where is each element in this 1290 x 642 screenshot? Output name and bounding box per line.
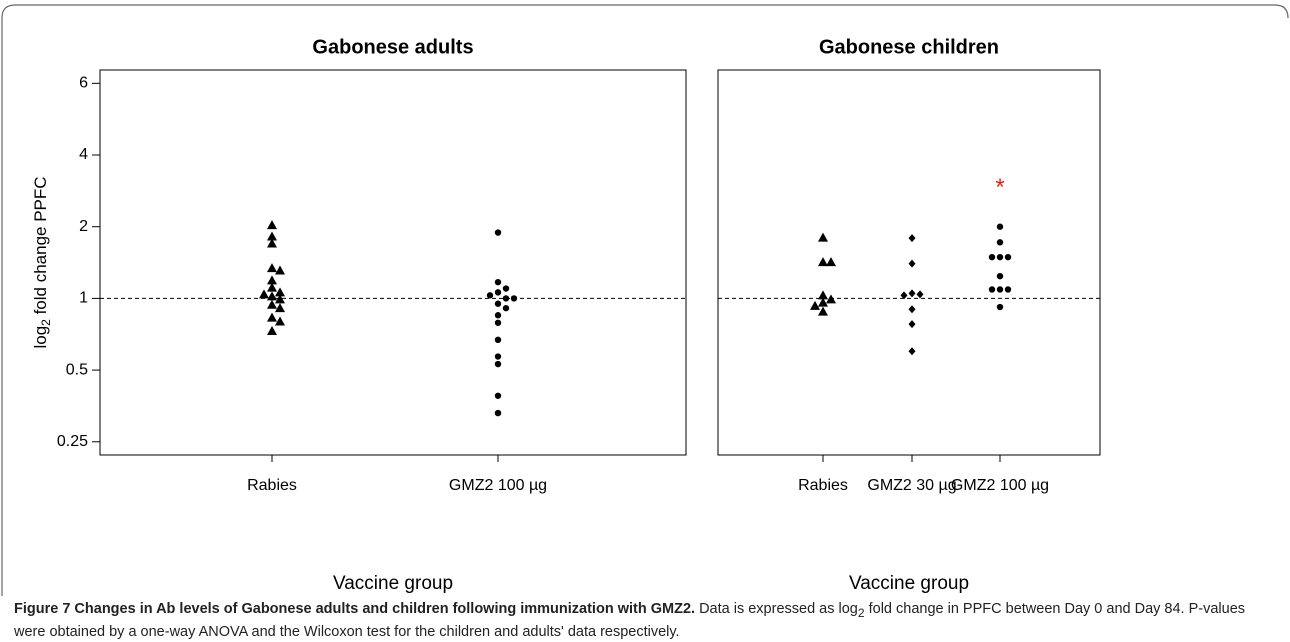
y-tick-label: 4 — [79, 146, 88, 163]
data-point — [267, 238, 277, 248]
data-point — [494, 319, 502, 326]
data-point — [908, 234, 916, 243]
x-tick-label: Rabies — [798, 477, 848, 494]
data-point — [267, 291, 277, 301]
y-tick-label: 6 — [79, 75, 88, 92]
x-tick-label: GMZ2 100 µg — [449, 477, 547, 494]
data-point — [267, 263, 277, 273]
data-point — [916, 290, 924, 299]
data-point — [494, 360, 502, 368]
plot-frame — [717, 69, 1101, 456]
data-point — [900, 291, 908, 300]
data-point — [494, 229, 502, 236]
y-tick-label: 0.5 — [66, 361, 88, 378]
y-axis-label: log2 fold change PPFC — [31, 176, 53, 348]
y-axis-label-part: 2 — [39, 319, 53, 326]
x-tick-label: Rabies — [247, 477, 297, 494]
data-point — [275, 294, 285, 304]
chart-title: Gabonese children — [819, 36, 999, 58]
data-point — [494, 353, 502, 360]
caption-text: Data is expressed as log — [699, 601, 858, 617]
data-point — [267, 312, 277, 322]
data-point — [259, 289, 269, 299]
caption-title: Figure 7 Changes in Ab levels of Gabones… — [14, 601, 696, 617]
data-point — [494, 336, 502, 344]
data-point — [908, 347, 916, 356]
data-point — [908, 320, 916, 329]
data-point — [818, 306, 828, 316]
data-point — [494, 289, 502, 296]
data-point — [267, 275, 277, 285]
caption-sub: 2 — [857, 605, 865, 620]
data-point — [267, 231, 277, 241]
y-tick-label: 0.25 — [57, 433, 88, 450]
data-point — [502, 295, 510, 302]
data-point — [1004, 286, 1012, 293]
data-point — [510, 295, 518, 302]
data-point — [818, 297, 828, 307]
y-axis-label-part: log — [31, 326, 50, 349]
data-point — [1004, 253, 1012, 261]
data-point — [275, 265, 285, 275]
annotation: * — [995, 174, 1004, 201]
data-point — [275, 316, 285, 326]
data-point — [486, 292, 494, 299]
data-point — [988, 253, 996, 261]
figure-border — [1, 4, 1289, 596]
data-point — [818, 257, 828, 267]
data-point — [494, 409, 502, 417]
y-tick-label: 2 — [79, 218, 88, 235]
y-axis-label-part: fold change PPFC — [31, 176, 50, 319]
caption: Figure 7 Changes in Ab levels of Gabones… — [14, 600, 1276, 642]
data-point — [996, 303, 1004, 311]
data-point — [826, 257, 836, 267]
data-point — [996, 223, 1004, 230]
data-point — [267, 282, 277, 292]
data-point — [810, 300, 820, 310]
data-point — [502, 304, 510, 312]
data-point — [826, 294, 836, 304]
data-point — [996, 239, 1004, 246]
data-point — [818, 232, 828, 242]
caption-text: fold change in PPFC between Day 0 and Da… — [14, 601, 1246, 640]
chart-title: Gabonese adults — [312, 36, 473, 58]
y-tick-label: 1 — [79, 290, 88, 307]
data-point — [267, 299, 277, 309]
data-point — [494, 278, 502, 286]
data-point — [275, 303, 285, 313]
data-point — [494, 312, 502, 319]
data-point — [908, 289, 916, 298]
x-tick-label: GMZ2 30 µg — [867, 477, 956, 494]
data-point — [908, 305, 916, 314]
x-axis-label: Vaccine group — [849, 573, 969, 594]
x-axis-label: Vaccine group — [333, 573, 453, 594]
data-point — [267, 325, 277, 335]
data-point — [494, 300, 502, 307]
plot-frame — [99, 69, 687, 456]
data-point — [996, 286, 1004, 293]
x-tick-label: GMZ2 100 µg — [951, 477, 1049, 494]
data-point — [818, 290, 828, 300]
data-point — [267, 220, 277, 230]
data-point — [996, 253, 1004, 261]
data-point — [996, 272, 1004, 280]
data-point — [275, 287, 285, 297]
data-point — [988, 286, 996, 293]
data-point — [908, 259, 916, 268]
data-point — [494, 392, 502, 399]
data-point — [502, 285, 510, 292]
